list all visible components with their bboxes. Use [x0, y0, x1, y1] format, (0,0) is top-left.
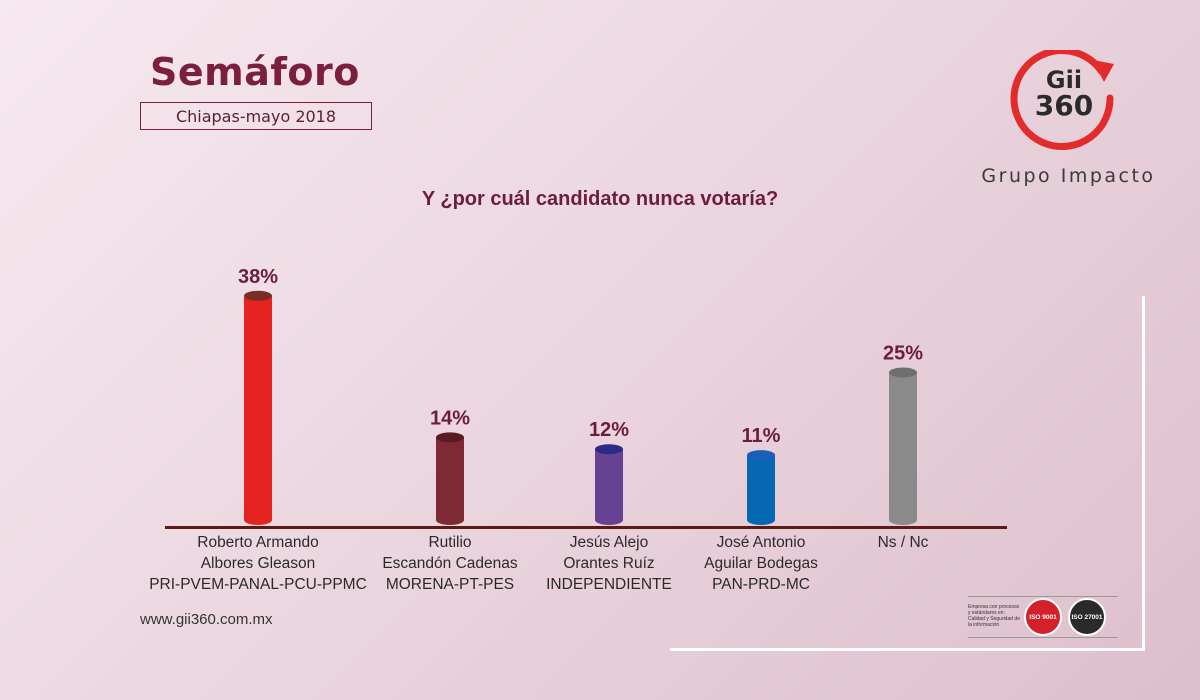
bar-5: [889, 367, 917, 525]
bar-bottom: [595, 515, 623, 525]
iso-9001-badge: ISO 9001: [1024, 598, 1062, 636]
bar-cap: [747, 450, 775, 461]
frame-line-vertical: [1142, 296, 1145, 650]
bar-bottom: [889, 515, 917, 525]
data-label-3: 12%: [589, 419, 629, 441]
category-label-2: Rutilio Escandón Cadenas MORENA-PT-PES: [382, 534, 518, 593]
chart-question: Y ¿por cuál candidato nunca votaría?: [421, 188, 779, 210]
bar-1: [244, 290, 272, 525]
brand-name: Grupo Impacto: [981, 165, 1156, 187]
data-label-4: 11%: [742, 425, 781, 447]
data-label-2: 14%: [430, 407, 470, 429]
logo-line2: 360: [1034, 89, 1094, 122]
gii360-logo-icon: [1010, 50, 1114, 151]
category-label-5: Ns / Nc: [877, 534, 929, 551]
category-label-1: Roberto Armando Albores Gleason PRI-PVEM…: [149, 534, 367, 593]
logo-line1: Gii: [1045, 66, 1083, 94]
bar-body: [244, 295, 272, 520]
bar-bottom: [244, 515, 272, 525]
iso-certifications: Empresa con procesos y estándares en: Ca…: [968, 596, 1118, 638]
chart-title-semaforo: Semáforo: [150, 50, 360, 94]
bar-bottom: [436, 515, 464, 525]
cert-text: Empresa con procesos y estándares en: Ca…: [968, 604, 1020, 628]
data-label-1: 38%: [238, 266, 278, 288]
bar-4: [747, 450, 775, 525]
frame-line-horizontal: [670, 648, 1145, 651]
bar-2: [436, 432, 464, 525]
bar-cap: [244, 290, 272, 301]
bar-body: [889, 372, 917, 520]
subtitle-box: Chiapas-mayo 2018: [140, 102, 372, 130]
category-label-4: José Antonio Aguilar Bodegas PAN-PRD-MC: [704, 534, 818, 593]
bar-bottom: [747, 515, 775, 525]
iso-27001-badge: ISO 27001: [1068, 598, 1106, 636]
data-label-5: 25%: [883, 343, 923, 365]
website-link[interactable]: www.gii360.com.mx: [140, 611, 273, 628]
bar-3: [595, 444, 623, 525]
logo-text: Gii 360: [1008, 66, 1120, 122]
bar-cap: [889, 367, 917, 378]
bar-cap: [436, 432, 464, 443]
category-label-3: Jesús Alejo Orantes Ruíz INDEPENDIENTE: [546, 534, 672, 593]
bar-body: [595, 449, 623, 520]
bar-body: [436, 437, 464, 520]
x-axis-baseline: [165, 526, 1007, 529]
iso-divider-bottom: [968, 637, 1118, 638]
iso-divider-top: [968, 596, 1118, 597]
bar-cap: [595, 444, 623, 455]
bar-body: [747, 455, 775, 520]
